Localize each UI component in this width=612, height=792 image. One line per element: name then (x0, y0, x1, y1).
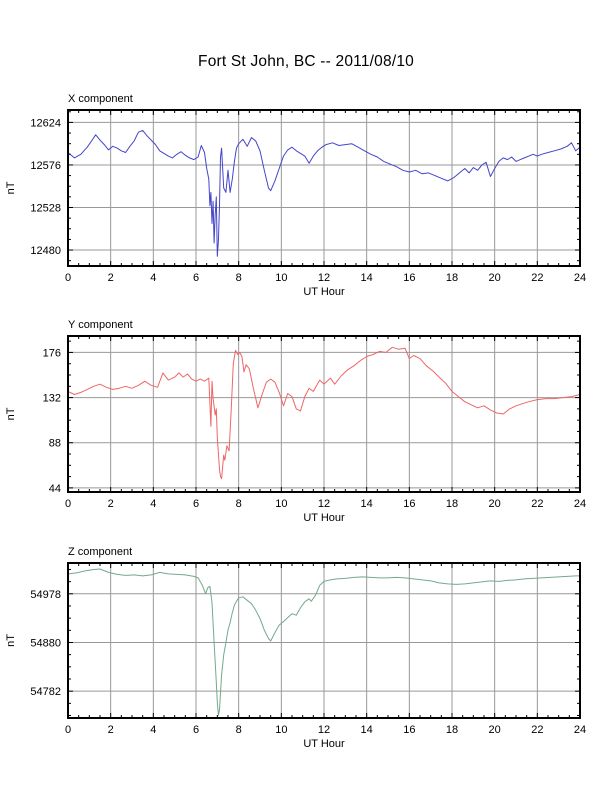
x-tick-label: 20 (489, 498, 501, 510)
y-tick-label: 12576 (30, 160, 61, 172)
x-tick-label: 2 (108, 272, 114, 284)
plot-frame (67, 562, 581, 719)
x-axis-label: UT Hour (303, 512, 345, 524)
page-title: Fort St John, BC -- 2011/08/10 (198, 53, 414, 70)
x-axis-label: UT Hour (303, 738, 345, 750)
x-tick-label: 24 (574, 272, 586, 284)
y-tick-label: 54978 (30, 589, 61, 601)
x-tick-label: 10 (275, 272, 287, 284)
y-tick-label: 12480 (30, 245, 61, 257)
y-tick-label: 54880 (30, 637, 61, 649)
x-tick-label: 12 (318, 498, 330, 510)
x-tick-label: 0 (65, 498, 71, 510)
x-tick-label: 4 (150, 498, 156, 510)
x-component-line (67, 129, 581, 257)
x-tick-label: 24 (574, 498, 586, 510)
z-component-label: Z component (68, 546, 132, 558)
x-axis-label: UT Hour (303, 286, 345, 298)
x-tick-label: 12 (318, 272, 330, 284)
y-tick-label: 44 (49, 483, 61, 495)
x-tick-label: 10 (275, 498, 287, 510)
y-axis-label: nT (5, 634, 17, 647)
x-tick-label: 22 (531, 272, 543, 284)
plot-frame (67, 109, 581, 267)
plot-frame (67, 335, 581, 493)
x-tick-label: 0 (65, 272, 71, 284)
x-tick-label: 14 (361, 498, 373, 510)
chart-z-component: 54782 54880 54978 0 2 4 6 8 10 12 14 16 18 20 22 24 Z co… (0, 540, 612, 772)
x-tick-label: 10 (275, 724, 287, 736)
y-tick-label: 176 (43, 347, 61, 359)
x-tick-label: 20 (489, 272, 501, 284)
x-tick-label: 16 (403, 498, 415, 510)
x-tick-label: 22 (531, 724, 543, 736)
x-tick-label: 6 (193, 272, 199, 284)
x-tick-label: 16 (403, 272, 415, 284)
x-tick-label: 14 (361, 724, 373, 736)
y-axis-label: nT (5, 407, 17, 420)
chart-x-component: 12480 12528 12576 12624 0 2 4 6 8 10 12 14 16 18 20 22 2… (0, 88, 612, 320)
x-tick-label: 18 (446, 498, 458, 510)
x-tick-label: 8 (236, 724, 242, 736)
y-component-label: Y component (68, 319, 133, 331)
x-tick-label: 2 (108, 724, 114, 736)
x-tick-label: 6 (193, 498, 199, 510)
y-component-line (67, 346, 581, 480)
x-tick-label: 18 (446, 724, 458, 736)
y-tick-label: 12624 (30, 117, 61, 129)
x-tick-label: 0 (65, 724, 71, 736)
x-tick-label: 12 (318, 724, 330, 736)
x-tick-label: 14 (361, 272, 373, 284)
y-axis-label: nT (5, 181, 17, 194)
x-tick-label: 16 (403, 724, 415, 736)
x-tick-label: 4 (150, 272, 156, 284)
x-tick-label: 6 (193, 724, 199, 736)
x-tick-label: 22 (531, 498, 543, 510)
x-tick-label: 8 (236, 498, 242, 510)
y-tick-label: 12528 (30, 203, 61, 215)
x-tick-label: 24 (574, 724, 586, 736)
x-tick-label: 8 (236, 272, 242, 284)
z-component-line (67, 568, 580, 716)
x-component-label: X component (68, 93, 133, 105)
y-tick-label: 54782 (30, 686, 61, 698)
x-tick-label: 2 (108, 498, 114, 510)
x-tick-label: 18 (446, 272, 458, 284)
x-tick-label: 20 (489, 724, 501, 736)
chart-y-component: 44 88 132 176 0 2 4 6 8 10 12 14 16 18 20 22 24 Y compone… (0, 314, 612, 546)
x-tick-label: 4 (150, 724, 156, 736)
y-tick-label: 88 (49, 438, 61, 450)
y-tick-label: 132 (43, 393, 61, 405)
